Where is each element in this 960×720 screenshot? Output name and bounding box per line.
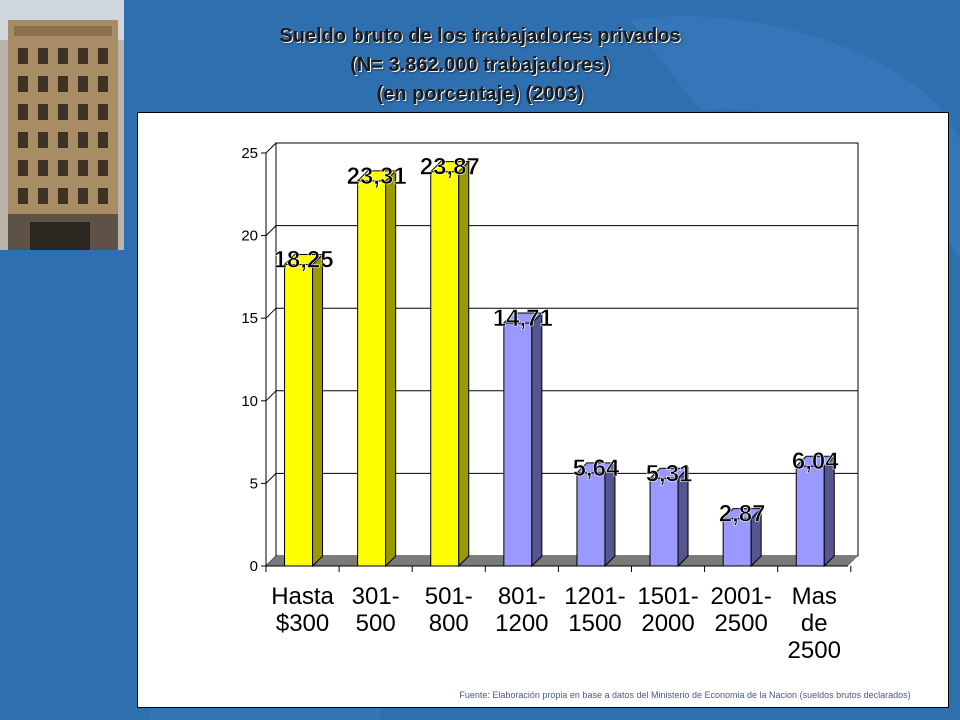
bar-top — [648, 467, 690, 479]
bar — [576, 472, 606, 567]
bar-top — [283, 254, 324, 266]
plot-floor — [266, 556, 858, 566]
x-tick-label: de — [801, 610, 828, 637]
gridline-side — [265, 390, 277, 402]
gridline-side — [265, 142, 277, 154]
gridline-side — [265, 307, 277, 319]
bar-top — [502, 312, 544, 324]
bar — [430, 171, 460, 567]
x-tick-label: Mas — [792, 583, 837, 610]
x-tick-label: 2500 — [788, 637, 841, 664]
x-tick-label: 301- — [352, 583, 400, 610]
bar-side — [385, 169, 397, 568]
x-tick-label: 800 — [429, 610, 469, 637]
gridline-side — [265, 473, 277, 484]
bar — [795, 465, 825, 567]
bar — [649, 477, 679, 567]
gridline-side — [265, 225, 277, 236]
x-tick-label: 2000 — [641, 610, 694, 637]
title-line-1: Sueldo bruto de los trabajadores privado… — [279, 25, 681, 47]
bar-value-label: 5,64 — [573, 455, 620, 482]
bar-side — [458, 160, 470, 568]
y-tick-label: 0 — [250, 558, 258, 575]
building-photo — [0, 0, 124, 250]
chart-panel: 0 5 10 15 20 25 18,25 Hasta $300 23,31 301- 500 23,8… — [137, 112, 949, 708]
title-line-3: (en porcentaje) (2003) — [376, 83, 584, 105]
x-tick-label: 1500 — [568, 610, 621, 637]
bar-top — [575, 462, 617, 474]
y-tick-label: 5 — [250, 475, 258, 492]
bar-side — [312, 253, 324, 568]
chart-title: Sueldo bruto de los trabajadores privado… — [130, 22, 830, 109]
bar-value-label: 18,25 — [274, 247, 334, 274]
bar-value-label: 5,31 — [646, 460, 693, 487]
bar-side — [531, 311, 543, 568]
bar — [357, 180, 387, 567]
bar-value-label: 6,04 — [792, 448, 839, 475]
x-tick-label: 801- — [498, 583, 546, 610]
x-tick-label: 501- — [425, 583, 473, 610]
y-tick-label: 10 — [241, 393, 258, 410]
title-line-2: (N= 3.862.000 trabajadores) — [350, 54, 610, 76]
y-tick-label: 20 — [241, 228, 258, 245]
x-tick-label: Hasta — [271, 583, 334, 610]
source-note: Fuente: Elaboración propia en base a dat… — [459, 690, 911, 700]
bar-value-label: 23,87 — [420, 154, 480, 181]
bar — [722, 518, 752, 567]
bar-top — [356, 170, 397, 182]
x-tick-label: 500 — [356, 610, 396, 637]
x-tick-label: $300 — [276, 610, 329, 637]
bar-top — [429, 161, 470, 173]
bar-value-label: 14,71 — [493, 305, 553, 332]
bar-chart: 0 5 10 15 20 25 18,25 Hasta$300 23,31 301-500 23,8… — [241, 142, 859, 664]
x-tick-label: 2001- — [710, 583, 771, 610]
bar-top — [721, 508, 763, 520]
x-tick-label: 1200 — [495, 610, 548, 637]
bar — [503, 322, 533, 567]
x-tick-label: 2500 — [714, 610, 767, 637]
y-tick-label: 25 — [241, 145, 258, 162]
bar — [284, 264, 314, 567]
x-tick-label: 1501- — [637, 583, 698, 610]
bar-value-label: 2,87 — [719, 501, 766, 528]
bar-top — [795, 455, 836, 467]
bar-value-label: 23,31 — [347, 163, 407, 190]
y-tick-label: 15 — [241, 310, 258, 327]
x-tick-label: 1201- — [564, 583, 625, 610]
